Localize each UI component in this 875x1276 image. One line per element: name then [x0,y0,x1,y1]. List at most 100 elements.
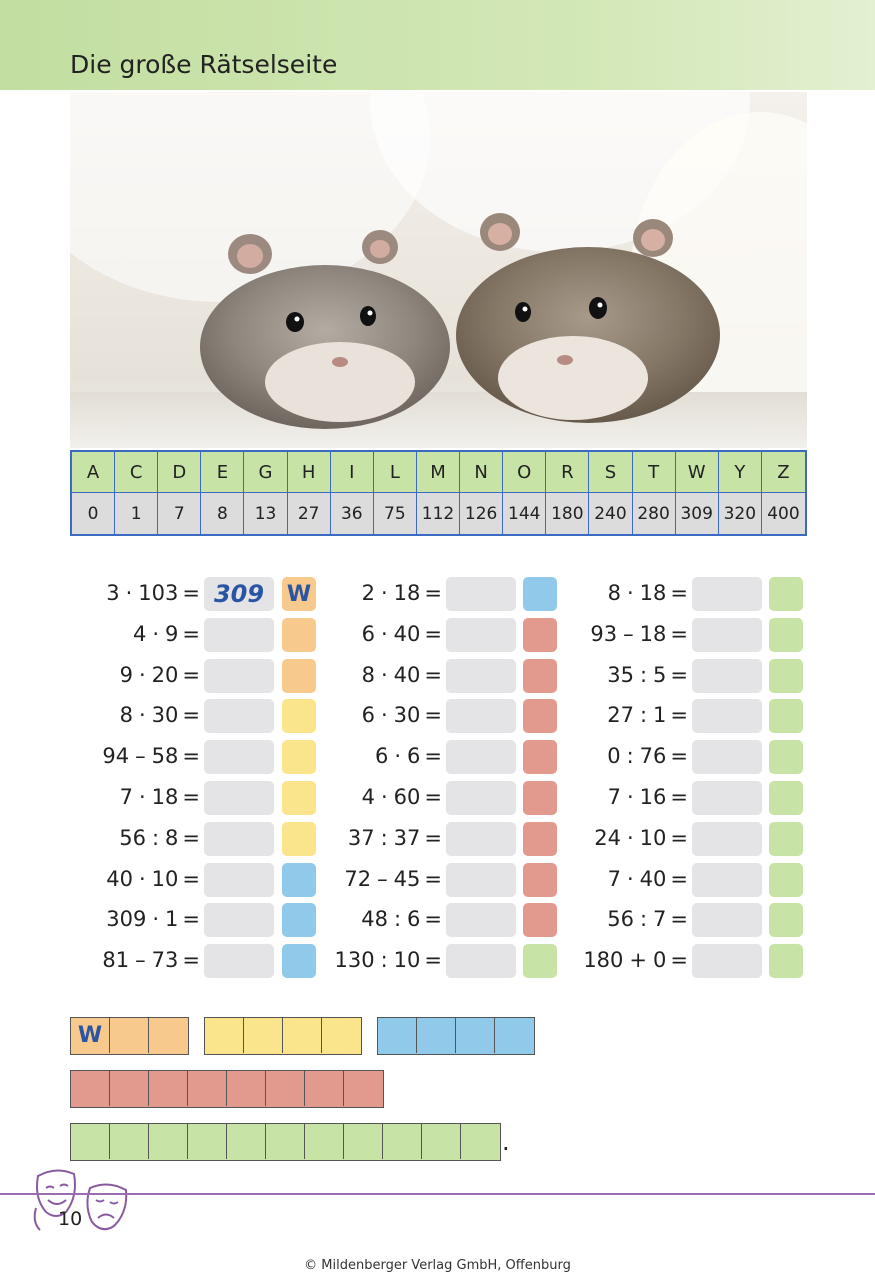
answer-box[interactable] [446,699,516,734]
answer-box[interactable] [692,821,762,856]
solution-letter-cell[interactable] [266,1071,305,1106]
solution-letter-cell[interactable] [227,1071,266,1106]
equation-expression: 4 · 60 = [362,785,442,809]
letter-box[interactable] [523,862,557,897]
answer-box[interactable] [446,577,516,611]
letter-box[interactable] [523,658,557,693]
solution-letter-cell[interactable] [422,1124,461,1159]
letter-box[interactable] [282,740,316,775]
answer-box[interactable] [446,740,516,775]
letter-box[interactable] [769,781,803,815]
page-title: Die große Rätselseite [70,50,338,79]
answer-box[interactable] [446,781,516,815]
equation-operand-b: 1 [165,907,179,932]
solution-letter-cell[interactable] [205,1018,244,1053]
solution-letter-cell[interactable] [149,1018,188,1053]
answer-box[interactable] [692,862,762,897]
letter-box[interactable] [523,699,557,734]
solution-letter-cell[interactable] [283,1018,322,1053]
letter-box[interactable] [282,944,316,979]
answer-box[interactable] [692,781,762,815]
letter-box[interactable] [769,577,803,611]
letter-box[interactable] [769,617,803,652]
letter-box[interactable] [769,944,803,979]
equation-expression: 27:1 = [607,703,688,727]
letter-box[interactable] [282,903,316,938]
letter-box[interactable]: W [282,577,316,611]
answer-box[interactable] [446,821,516,856]
answer-box[interactable] [692,617,762,652]
letter-box[interactable] [523,781,557,815]
letter-box[interactable] [523,740,557,775]
letter-box[interactable] [769,658,803,693]
solution-letter-cell[interactable] [378,1018,417,1053]
letter-box[interactable] [282,617,316,652]
equation-row: 130:10 = [0,944,875,979]
letter-box[interactable] [523,944,557,979]
equation-row: 94–58 = [0,740,875,775]
answer-box[interactable] [446,903,516,938]
answer-box[interactable] [692,699,762,734]
answer-box[interactable] [446,658,516,693]
answer-box[interactable] [204,781,274,815]
answer-box[interactable] [692,658,762,693]
answer-box[interactable] [204,699,274,734]
answer-box[interactable]: 309 [204,577,274,611]
solution-letter-cell[interactable] [188,1071,227,1106]
letter-box[interactable] [523,821,557,856]
answer-box[interactable] [204,740,274,775]
solution-letter-cell[interactable] [305,1124,344,1159]
letter-box[interactable] [769,740,803,775]
letter-box[interactable] [282,781,316,815]
solution-letter-cell[interactable] [149,1124,188,1159]
equation-operand-b: 73 [151,948,179,973]
answer-box[interactable] [204,862,274,897]
solution-letter-cell[interactable] [322,1018,361,1053]
letter-box[interactable] [523,903,557,938]
answer-box[interactable] [204,821,274,856]
solution-letter-cell[interactable] [110,1071,149,1106]
answer-box[interactable] [692,740,762,775]
solution-letter-cell[interactable] [456,1018,495,1053]
answer-box[interactable] [204,658,274,693]
letter-box[interactable] [769,862,803,897]
solution-letter-cell[interactable] [71,1124,110,1159]
solution-letter-cell[interactable] [149,1071,188,1106]
letter-box[interactable] [523,577,557,611]
solution-letter-cell[interactable] [266,1124,305,1159]
answer-box[interactable] [204,944,274,979]
letter-box[interactable] [769,821,803,856]
solution-letter-cell[interactable]: W [71,1018,110,1053]
equation-operator: · [138,662,146,687]
solution-letter-cell[interactable] [227,1124,266,1159]
solution-letter-cell[interactable] [417,1018,456,1053]
letter-box[interactable] [769,699,803,734]
solution-letter-cell[interactable] [305,1071,344,1106]
letter-box[interactable] [523,617,557,652]
solution-letter-cell[interactable] [383,1124,422,1159]
answer-box[interactable] [692,944,762,979]
solution-letter-cell[interactable] [244,1018,283,1053]
solution-letter-cell[interactable] [110,1018,149,1053]
answer-box[interactable] [446,944,516,979]
letter-box[interactable] [282,658,316,693]
letter-box[interactable] [282,821,316,856]
letter-box[interactable] [282,699,316,734]
solution-letter-cell[interactable] [110,1124,149,1159]
solution-letter-cell[interactable] [495,1018,534,1053]
letter-box[interactable] [769,903,803,938]
letter-box[interactable] [282,862,316,897]
answer-box[interactable] [446,617,516,652]
answer-box[interactable] [692,577,762,611]
equals-sign: = [182,744,200,769]
solution-letter-cell[interactable] [71,1071,110,1106]
solution-letter-cell[interactable] [188,1124,227,1159]
answer-box[interactable] [204,903,274,938]
solution-letter-cell[interactable] [344,1124,383,1159]
answer-box[interactable] [204,617,274,652]
solution-letter-cell[interactable] [461,1124,500,1159]
solution-letter-cell[interactable] [344,1071,383,1106]
answer-box[interactable] [692,903,762,938]
answer-box[interactable] [446,862,516,897]
equation-row: 8 · 40 = [0,658,875,693]
